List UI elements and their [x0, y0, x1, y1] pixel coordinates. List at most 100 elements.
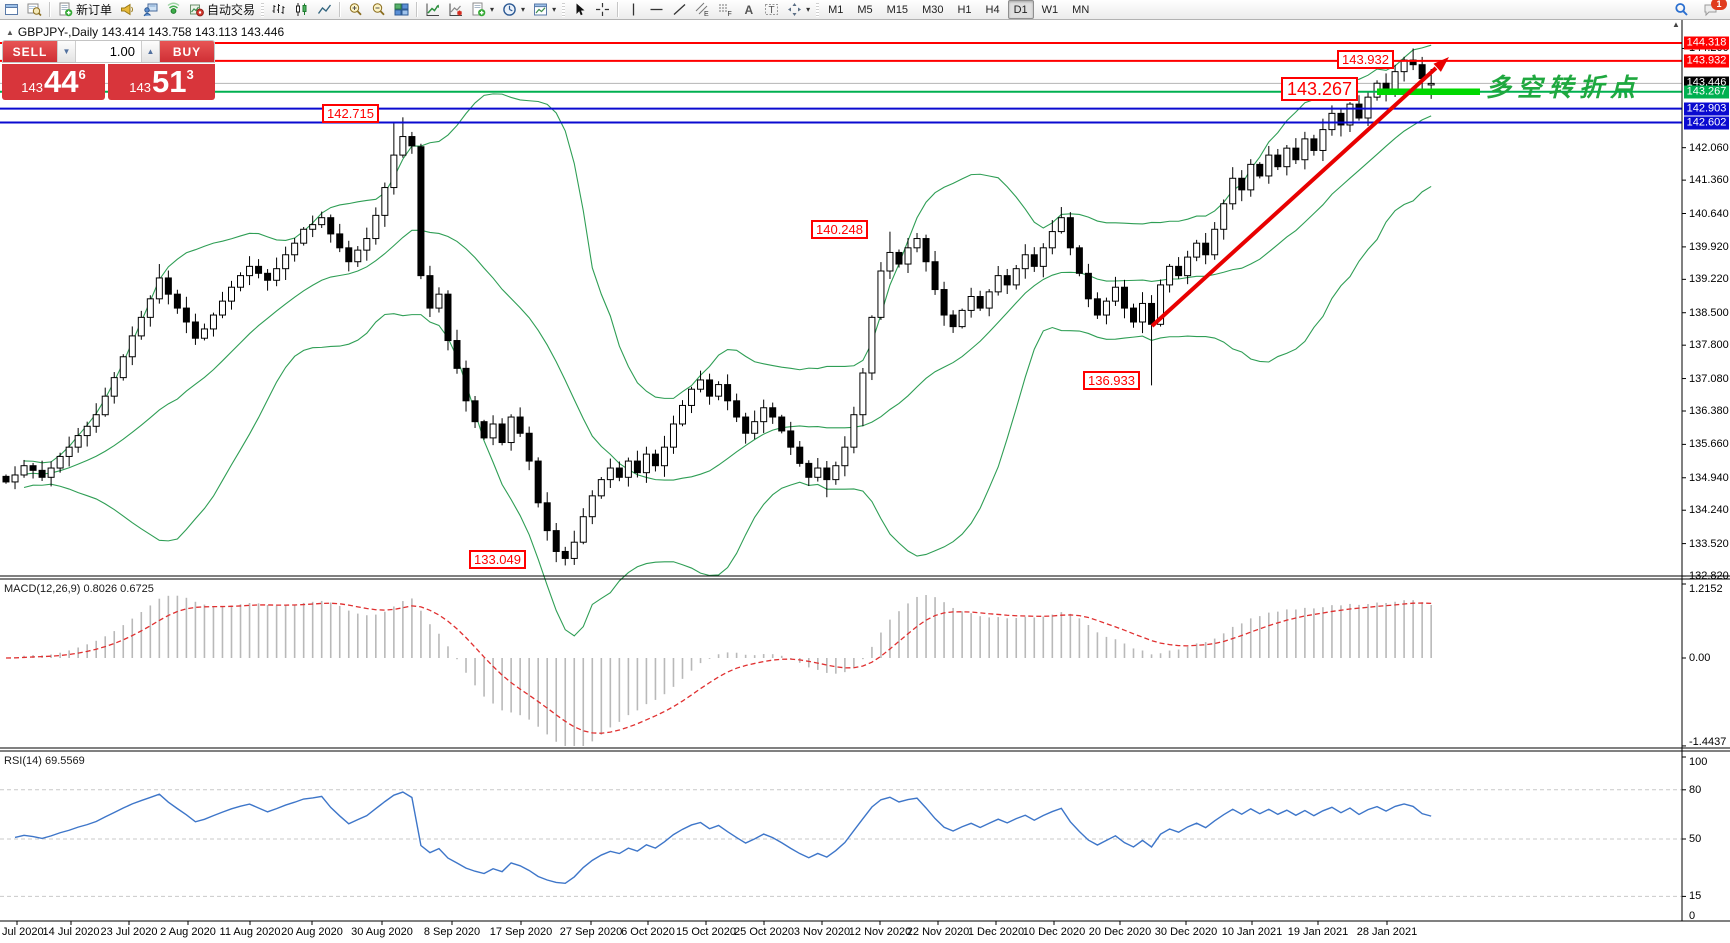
timeframe-button-d1[interactable]: D1	[1007, 0, 1034, 19]
search-button[interactable]	[1670, 1, 1693, 18]
buy-button[interactable]: BUY	[160, 41, 214, 62]
panel-frames	[0, 19, 1730, 943]
text-label-button[interactable]: T	[760, 1, 783, 18]
timeframe-button-m5[interactable]: M5	[857, 3, 873, 16]
autotrade-button[interactable]: 自动交易	[185, 1, 259, 18]
period-clock-icon	[503, 3, 516, 16]
tile-windows-button[interactable]	[390, 1, 413, 18]
toolbar-grip[interactable]	[261, 2, 265, 17]
cursor-icon	[576, 3, 585, 16]
expert-advisor-button[interactable]	[139, 1, 162, 18]
arrows-icon	[788, 3, 802, 16]
trendline-button[interactable]	[668, 1, 691, 18]
rsi	[14, 791, 1432, 884]
sell-price-pips: 44	[43, 64, 79, 99]
rsi-line	[14, 791, 1432, 884]
toolbar-grip[interactable]	[816, 2, 820, 17]
tile-windows-icon	[394, 3, 409, 16]
sound-alert-button[interactable]	[116, 1, 139, 18]
window-button[interactable]	[0, 1, 23, 18]
indicator-favorite-icon	[449, 3, 463, 16]
macd-signal-line	[5, 602, 1432, 734]
one-click-trading-widget: SELL ▼ 1.00 ▲ BUY 143 44 6 143 51 3	[2, 40, 215, 100]
zoom-out-button[interactable]	[367, 1, 390, 18]
autotrade-icon	[190, 4, 204, 17]
add-indicator-button[interactable]: ▾	[467, 1, 498, 18]
buy-price-panel[interactable]: 143 51 3	[108, 64, 215, 100]
one-click-price-row: 143 44 6 143 51 3	[2, 64, 215, 100]
notification-badge: 1	[1711, 0, 1727, 10]
search-icon	[1675, 3, 1688, 16]
chevron-down-icon: ▾	[490, 5, 495, 14]
notifications-button[interactable]: 1	[1699, 0, 1727, 18]
timeframe-button-h4[interactable]: H4	[985, 3, 1000, 16]
text-icon: A	[745, 3, 754, 17]
rsi-level-lines	[0, 789, 1682, 897]
chevron-down-icon: ▾	[552, 5, 557, 14]
period-clock-button[interactable]: ▾	[498, 1, 529, 18]
cursor-button[interactable]	[568, 1, 591, 18]
indicator-list-icon	[426, 3, 440, 16]
add-indicator-icon	[472, 2, 486, 17]
toolbar-separator	[416, 2, 419, 17]
toolbar-separator	[339, 2, 342, 17]
signal-button[interactable]	[162, 1, 185, 18]
autotrade-label: 自动交易	[207, 3, 256, 17]
volume-input[interactable]: 1.00	[76, 41, 141, 62]
fibonacci-icon: F	[719, 4, 732, 17]
window-icon	[5, 4, 18, 15]
sell-price-point: 6	[78, 67, 86, 82]
crosshair-button[interactable]	[591, 1, 614, 18]
timeframe-button-m30[interactable]: M30	[922, 3, 944, 16]
candle-mode-button[interactable]	[290, 1, 313, 18]
candles	[2, 48, 1435, 566]
volume-decrease-button[interactable]: ▼	[57, 41, 76, 62]
line-mode-button[interactable]	[313, 1, 336, 18]
toolbar-separator	[49, 2, 51, 17]
new-order-icon	[59, 2, 73, 17]
vline-icon	[632, 3, 635, 16]
bar-chart-mode-icon	[272, 4, 285, 14]
toolbar-grip[interactable]	[562, 2, 566, 17]
chevron-down-icon: ▾	[521, 5, 526, 14]
text-button[interactable]: A	[737, 1, 760, 18]
level-lines	[0, 42, 1682, 124]
timeframe-button-w1[interactable]: W1	[1041, 3, 1059, 16]
sound-alert-icon	[121, 3, 134, 16]
timeframe-bar: M1 M5 M15 M30 H1 H4 D1 W1 MN	[822, 0, 1095, 19]
green-segment	[1377, 88, 1480, 95]
channel-icon: E	[695, 2, 709, 17]
timeframe-button-m1[interactable]: M1	[828, 3, 844, 16]
indicator-list-button[interactable]	[421, 1, 444, 18]
macd-histogram	[14, 595, 1432, 746]
arrows-button[interactable]: ▾	[783, 1, 814, 18]
timeframe-button-h1[interactable]: H1	[957, 3, 972, 16]
horizontal-line-button[interactable]	[645, 1, 668, 18]
timeframe-button-m15[interactable]: M15	[886, 3, 909, 16]
hline-icon	[650, 8, 663, 11]
new-order-label: 新订单	[76, 3, 113, 17]
svg-text:F: F	[728, 11, 732, 17]
fibonacci-button[interactable]: F	[714, 1, 737, 18]
new-order-button[interactable]: 新订单	[54, 1, 116, 18]
zoom-in-button[interactable]	[344, 1, 367, 18]
template-button[interactable]: ▾	[529, 1, 560, 18]
sell-price-panel[interactable]: 143 44 6	[2, 64, 105, 100]
expert-advisor-icon	[143, 3, 158, 17]
crosshair-icon	[596, 3, 610, 16]
find-symbol-button[interactable]	[23, 1, 46, 18]
line-mode-icon	[317, 4, 332, 14]
trend-arrow	[1150, 57, 1449, 328]
vertical-line-button[interactable]	[622, 1, 645, 18]
indicator-favorite-button[interactable]	[444, 1, 467, 18]
channel-button[interactable]: E	[691, 1, 714, 18]
svg-text:T: T	[769, 5, 775, 16]
zoom-out-icon	[372, 3, 385, 16]
svg-text:E: E	[704, 11, 709, 17]
volume-increase-button[interactable]: ▲	[141, 41, 160, 62]
timeframe-button-mn[interactable]: MN	[1072, 3, 1090, 16]
bar-chart-mode-button[interactable]	[267, 1, 290, 18]
trendline-icon	[673, 4, 686, 15]
sell-button[interactable]: SELL	[3, 41, 57, 62]
